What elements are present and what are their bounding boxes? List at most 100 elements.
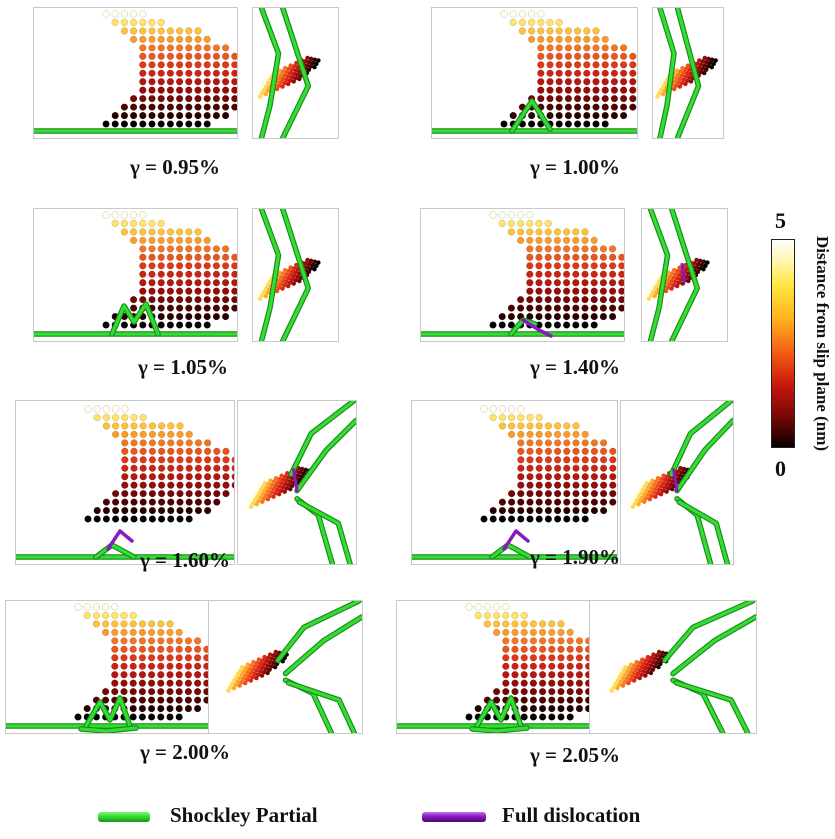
solute-atom <box>239 680 244 685</box>
solute-atom <box>185 506 193 515</box>
solute-atom <box>248 670 254 676</box>
solute-atom <box>544 515 553 523</box>
solute-atom <box>618 262 624 270</box>
solute-atom <box>546 61 554 69</box>
solute-atom <box>563 481 571 489</box>
solute-atom <box>555 61 563 69</box>
solute-atom <box>176 439 184 447</box>
solute-atom <box>260 658 265 663</box>
solute-atom <box>619 671 624 677</box>
solute-atom <box>555 120 563 128</box>
solute-atom <box>256 657 262 662</box>
solute-atom <box>272 664 278 670</box>
solute-atom <box>566 671 574 679</box>
solute-atom <box>555 86 563 94</box>
solute-atom <box>674 68 679 73</box>
solute-atom <box>643 673 648 678</box>
solute-atom <box>203 456 212 464</box>
solute-atom <box>212 44 221 52</box>
solute-atom <box>102 506 111 515</box>
solute-atom <box>695 262 701 267</box>
solute-atom <box>74 603 82 611</box>
solute-atom <box>502 662 510 670</box>
solute-atom <box>529 620 538 628</box>
solute-atom <box>312 65 317 70</box>
solute-atom <box>584 671 590 679</box>
solute-atom <box>148 439 157 447</box>
solute-atom <box>517 481 525 489</box>
solute-atom <box>286 268 291 274</box>
solute-atom <box>677 84 683 89</box>
solute-atom <box>193 671 202 679</box>
solute-atom <box>629 52 637 60</box>
solute-atom <box>316 58 321 63</box>
solute-atom <box>520 662 528 670</box>
solute-atom <box>194 94 202 103</box>
solute-atom <box>685 63 691 68</box>
solute-atom <box>121 481 129 489</box>
solute-atom <box>546 86 554 94</box>
solute-atom <box>669 286 674 291</box>
solute-atom <box>668 482 673 488</box>
solute-atom <box>592 86 600 94</box>
solute-atom <box>129 713 137 721</box>
solute-atom <box>176 473 184 481</box>
solute-atom <box>563 439 571 447</box>
solute-atom <box>657 91 662 96</box>
solute-atom <box>157 236 165 245</box>
solute-atom <box>166 120 175 128</box>
solute-atom <box>557 637 565 645</box>
solute-atom <box>139 27 147 35</box>
solute-atom <box>185 61 193 69</box>
solute-atom <box>129 120 138 128</box>
solute-atom <box>203 312 211 321</box>
solute-atom <box>583 35 591 44</box>
solute-atom <box>538 662 547 670</box>
solute-atom <box>675 276 680 281</box>
solute-atom <box>502 611 510 620</box>
solute-atom <box>203 236 211 245</box>
solute-atom <box>266 73 271 78</box>
solute-atom <box>526 211 534 219</box>
solute-atom <box>651 659 656 665</box>
solute-atom <box>535 270 543 278</box>
solute-atom <box>618 287 624 295</box>
solute-atom <box>564 44 573 52</box>
solute-atom <box>517 464 525 472</box>
solute-atom <box>288 486 293 492</box>
solute-atom <box>584 679 590 687</box>
solute-atom <box>111 120 119 128</box>
solute-atom <box>511 620 519 628</box>
solute-atom <box>544 489 553 498</box>
solute-atom <box>157 219 165 228</box>
solute-atom <box>284 478 290 483</box>
solute-atom <box>121 447 129 455</box>
solute-atom <box>626 680 631 686</box>
solute-atom <box>129 696 137 704</box>
solute-atom <box>639 664 645 670</box>
solute-atom <box>262 80 267 85</box>
front-view-panel <box>15 400 235 565</box>
solute-atom <box>608 312 617 321</box>
solute-atom <box>699 262 705 268</box>
solute-atom <box>293 277 298 283</box>
solute-atom <box>257 483 262 488</box>
solute-atom <box>278 282 284 287</box>
solute-atom <box>632 501 638 506</box>
solute-atom <box>535 489 543 498</box>
solute-atom <box>649 486 655 491</box>
solute-atom <box>500 10 508 18</box>
solute-atom <box>517 447 525 455</box>
solute-atom <box>590 439 599 447</box>
solute-atom <box>663 80 668 86</box>
solute-atom <box>507 506 516 515</box>
solute-atom <box>231 295 237 304</box>
solute-atom <box>166 270 175 278</box>
solute-atom <box>657 487 662 493</box>
solute-atom <box>120 620 128 628</box>
solute-atom <box>634 659 639 665</box>
solute-atom <box>678 69 683 74</box>
solute-atom <box>226 688 231 693</box>
solute-atom <box>139 279 147 287</box>
solute-atom <box>572 447 580 455</box>
